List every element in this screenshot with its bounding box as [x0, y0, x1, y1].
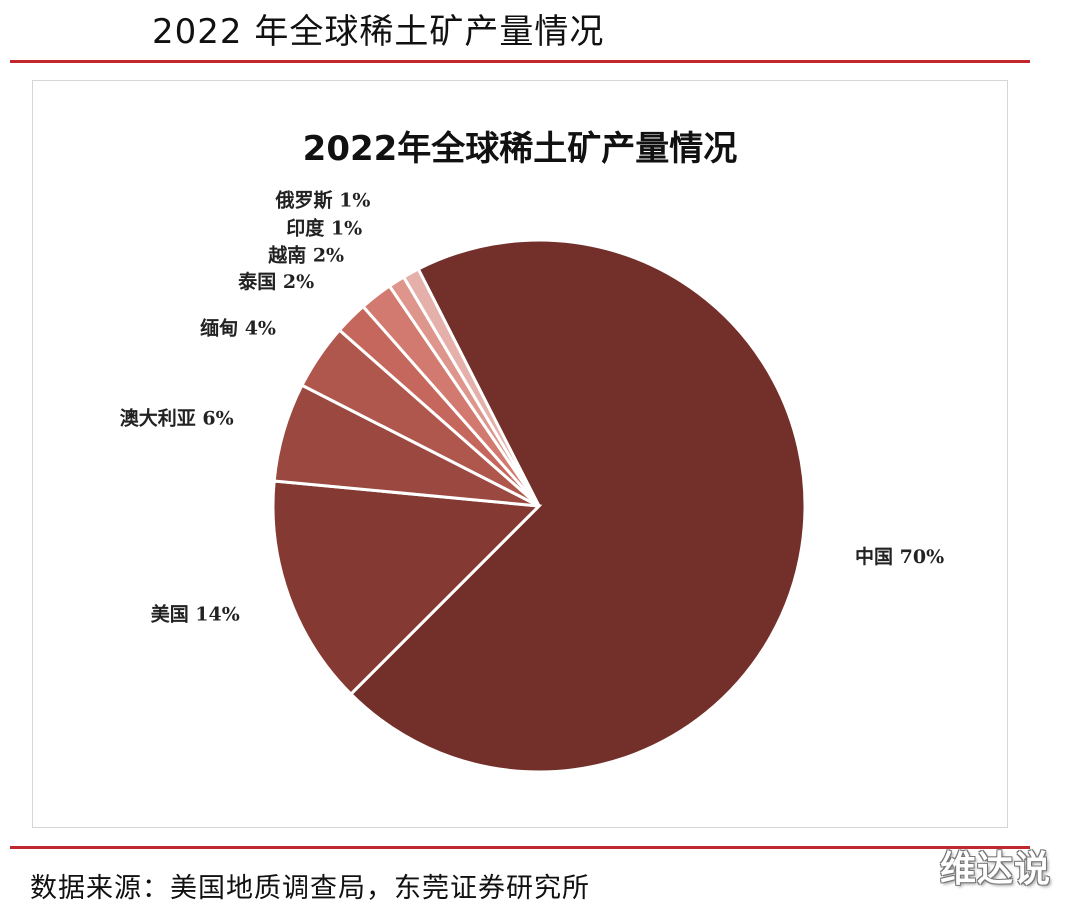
slice-label: 俄罗斯 1%: [274, 188, 370, 211]
watermark: 维达说: [940, 849, 1052, 890]
source-note: 数据来源：美国地质调查局，东莞证券研究所: [30, 873, 590, 904]
chart-title: 2022年全球稀土矿产量情况: [302, 129, 738, 169]
slice-label: 中国 70%: [855, 545, 944, 568]
slice-label: 澳大利亚 6%: [120, 406, 234, 429]
pie-chart: 中国 70% 美国 14% 澳大利亚 6% 缅甸 4% 泰国 2% 越南 2% 印度 1% 俄…: [120, 188, 944, 774]
pie-slice: [348, 238, 807, 774]
slice-label: 缅甸 4%: [200, 316, 276, 339]
slice-label: 越南 2%: [267, 244, 344, 267]
slice-label: 印度 1%: [286, 216, 362, 239]
pie-slice: [401, 266, 541, 507]
bottom-divider: [10, 846, 1030, 849]
slice-label: 美国 14%: [151, 603, 240, 626]
slice-label: 泰国 2%: [237, 270, 314, 293]
top-divider: [10, 60, 1030, 63]
page-title: 2022 年全球稀土矿产量情况: [152, 12, 605, 52]
pie-slice: [271, 479, 543, 697]
chart-frame: 2022年全球稀土矿产量情况 中国 70% 美国 14% 澳大利亚 6% 缅甸 4% 泰…: [32, 80, 1008, 828]
